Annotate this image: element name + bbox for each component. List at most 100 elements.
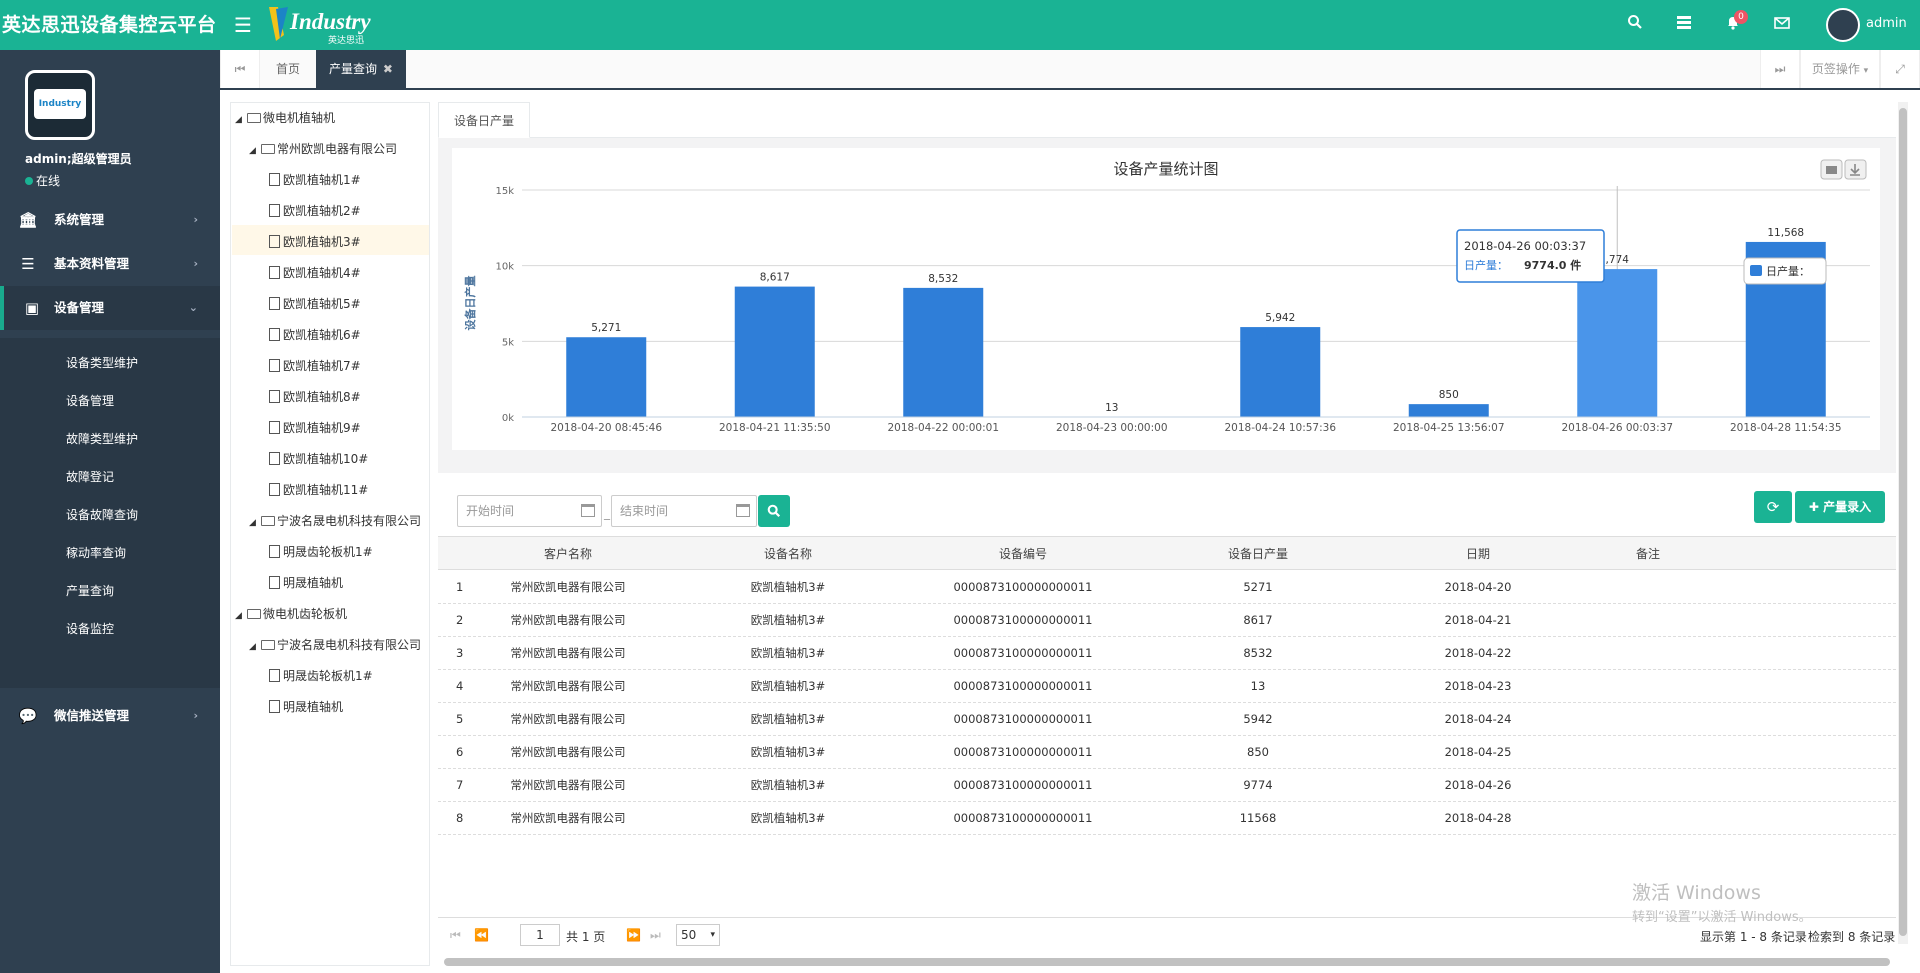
search-button[interactable] <box>758 495 790 527</box>
tasks-icon[interactable] <box>1673 14 1695 36</box>
tree-expand-icon[interactable]: ◢ <box>249 642 256 652</box>
vertical-scrollbar[interactable] <box>1899 108 1907 936</box>
add-output-button[interactable]: ✚ 产量录入 <box>1795 491 1885 523</box>
range-separator: _ <box>604 506 610 520</box>
sidebar-item-wechat[interactable]: 💬 微信推送管理 › <box>0 694 220 738</box>
table-row[interactable]: 5 常州欧凯电器有限公司 欧凯植轴机3# 0000873100000000011 594… <box>438 703 1896 736</box>
col-device-name[interactable]: 设备名称 <box>763 547 812 561</box>
refresh-button[interactable]: ⟳ <box>1754 491 1792 523</box>
fullscreen-icon[interactable]: ⤢ <box>1880 50 1920 88</box>
table-row[interactable]: 1 常州欧凯电器有限公司 欧凯植轴机3# 0000873100000000011 527… <box>438 571 1896 604</box>
file-icon <box>269 235 280 248</box>
tree-node[interactable]: 欧凯植轴机3# <box>269 227 361 257</box>
last-page-icon[interactable]: ⏭ <box>650 928 661 942</box>
tree-node[interactable]: 欧凯植轴机7# <box>269 351 361 381</box>
tree-node[interactable]: 欧凯植轴机5# <box>269 289 361 319</box>
submenu-fault-type[interactable]: 故障类型维护 <box>66 432 139 446</box>
tab-output-query[interactable]: 产量查询 ✖ <box>316 50 406 88</box>
tree-node[interactable]: 欧凯植轴机6# <box>269 320 361 350</box>
col-device-code[interactable]: 设备编号 <box>998 547 1047 561</box>
tree-expand-icon[interactable]: ◢ <box>249 146 256 156</box>
chevron-right-icon: › <box>193 213 198 226</box>
notification-badge: 0 <box>1734 10 1748 24</box>
tab-home[interactable]: 首页 <box>275 62 300 76</box>
page-size-select[interactable]: 50 ▾ <box>676 924 720 946</box>
tree-node[interactable]: ◢ 常州欧凯电器有限公司 <box>249 134 397 164</box>
tree-node[interactable]: ◢ 微电机植轴机 <box>235 103 335 133</box>
tab-close-icon[interactable]: ✖ <box>382 62 393 76</box>
prev-page-icon[interactable]: ⏪ <box>474 928 489 942</box>
tree-node[interactable]: 欧凯植轴机10# <box>269 444 368 474</box>
submenu-device-monitor[interactable]: 设备监控 <box>66 622 115 636</box>
tree-expand-icon[interactable]: ◢ <box>249 518 256 528</box>
tree-expand-icon[interactable]: ◢ <box>235 115 242 125</box>
table-row[interactable]: 7 常州欧凯电器有限公司 欧凯植轴机3# 0000873100000000011 977… <box>438 769 1896 802</box>
menu-toggle-icon[interactable]: ☰ <box>234 13 252 37</box>
tree-node[interactable]: 明晟齿轮板机1# <box>269 537 373 567</box>
tree-node[interactable]: 欧凯植轴机8# <box>269 382 361 412</box>
first-page-icon[interactable]: ⏮ <box>450 928 461 942</box>
caret-down-icon: ▾ <box>1863 66 1869 76</box>
file-icon <box>269 452 280 465</box>
submenu-fault-register[interactable]: 故障登记 <box>66 470 115 484</box>
next-page-icon[interactable]: ⏩ <box>626 928 641 942</box>
sidebar-item-device[interactable]: ▣ 设备管理 ⌄ <box>0 286 220 330</box>
windows-activation-title: 激活 Windows <box>1632 882 1761 904</box>
tree-node-label: 宁波名晟电机科技有限公司 <box>277 638 422 652</box>
tree-node[interactable]: 明晟植轴机 <box>269 568 343 598</box>
tree-node[interactable]: 欧凯植轴机9# <box>269 413 361 443</box>
col-customer[interactable]: 客户名称 <box>543 547 592 561</box>
table-row[interactable]: 8 常州欧凯电器有限公司 欧凯植轴机3# 0000873100000000011 115… <box>438 802 1896 835</box>
submenu-output-query[interactable]: 产量查询 <box>66 584 115 598</box>
calendar-icon[interactable] <box>581 504 595 517</box>
page-ops-dropdown[interactable]: 页签操作 ▾ <box>1800 50 1880 88</box>
tree-node[interactable]: ◢ 宁波名晟电机科技有限公司 <box>249 506 421 536</box>
y-axis-title: 设备日产量 <box>463 276 477 331</box>
row-number: 5 <box>456 712 464 726</box>
data-label: 850 <box>1439 389 1459 401</box>
tree-node[interactable]: ◢ 宁波名晟电机科技有限公司 <box>249 630 421 660</box>
folder-open-icon <box>261 143 275 154</box>
sidebar: Industry admin;超级管理员 在线 🏛 系统管理 › ☰ 基本资料管… <box>0 50 220 973</box>
submenu-device-type[interactable]: 设备类型维护 <box>66 356 139 370</box>
start-time-input[interactable]: 开始时间 <box>457 495 602 527</box>
tree-expand-icon[interactable]: ◢ <box>235 611 242 621</box>
envelope-icon[interactable] <box>1771 14 1793 36</box>
tab-scroll-left-icon[interactable]: ⏮ <box>220 50 260 88</box>
page-number-input[interactable]: 1 <box>520 924 560 946</box>
table-row[interactable]: 4 常州欧凯电器有限公司 欧凯植轴机3# 0000873100000000011 13 2… <box>438 670 1896 703</box>
tree-node[interactable]: 欧凯植轴机2# <box>269 196 361 226</box>
tree-node[interactable]: ◢ 微电机齿轮板机 <box>235 599 347 629</box>
col-daily-output[interactable]: 设备日产量 <box>1227 547 1288 561</box>
tab-scroll-right-icon[interactable]: ⏭ <box>1760 50 1800 88</box>
tree-node[interactable]: 欧凯植轴机11# <box>269 475 368 505</box>
table-row[interactable]: 3 常州欧凯电器有限公司 欧凯植轴机3# 0000873100000000011 853… <box>438 637 1896 670</box>
submenu-device-manage[interactable]: 设备管理 <box>66 394 115 408</box>
sidebar-item-basic-data[interactable]: ☰ 基本资料管理 › <box>0 242 220 286</box>
x-tick-label: 2018-04-21 11:35:50 <box>719 422 831 434</box>
top-navbar: 英达思迅设备集控云平台 ☰ Industry 英达思迅 0 admin <box>0 0 1920 50</box>
profile-name[interactable]: admin;超级管理员 <box>25 152 132 166</box>
sidebar-item-system[interactable]: 🏛 系统管理 › <box>0 198 220 242</box>
calendar-icon[interactable] <box>736 504 750 517</box>
tree-node[interactable]: 欧凯植轴机1# <box>269 165 361 195</box>
col-remark[interactable]: 备注 <box>1635 547 1660 561</box>
user-avatar[interactable] <box>1826 8 1860 42</box>
tab-daily-output[interactable]: 设备日产量 <box>438 102 530 138</box>
tree-node[interactable]: 明晟植轴机 <box>269 692 343 722</box>
table-row[interactable]: 6 常州欧凯电器有限公司 欧凯植轴机3# 0000873100000000011 850… <box>438 736 1896 769</box>
col-date[interactable]: 日期 <box>1465 547 1490 561</box>
tree-node[interactable]: 欧凯植轴机4# <box>269 258 361 288</box>
sidebar-item-label: 微信推送管理 <box>54 708 130 723</box>
search-icon[interactable] <box>1624 14 1646 36</box>
submenu-fault-query[interactable]: 设备故障查询 <box>66 508 139 522</box>
profile-avatar[interactable]: Industry <box>25 70 95 140</box>
table-row[interactable]: 2 常州欧凯电器有限公司 欧凯植轴机3# 0000873100000000011 861… <box>438 604 1896 637</box>
cell-date: 2018-04-20 <box>1444 580 1512 594</box>
submenu-utilization[interactable]: 稼动率查询 <box>66 546 127 560</box>
horizontal-scrollbar[interactable] <box>444 958 1890 966</box>
header-username[interactable]: admin <box>1866 16 1907 31</box>
wechat-icon: 💬 <box>18 707 38 725</box>
end-time-input[interactable]: 结束时间 <box>611 495 757 527</box>
tree-node[interactable]: 明晟齿轮板机1# <box>269 661 373 691</box>
